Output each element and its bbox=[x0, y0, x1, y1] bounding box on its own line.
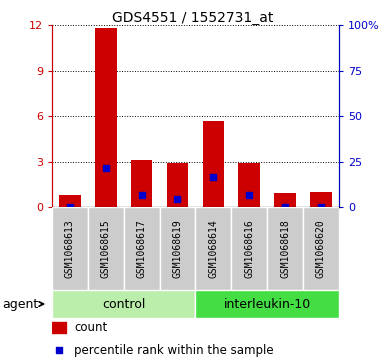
Point bbox=[139, 192, 145, 198]
Bar bbox=[88, 207, 124, 290]
Text: GSM1068619: GSM1068619 bbox=[172, 219, 182, 278]
Text: GSM1068614: GSM1068614 bbox=[208, 219, 218, 278]
Point bbox=[282, 204, 288, 210]
Point bbox=[103, 165, 109, 171]
Bar bbox=[267, 207, 303, 290]
Text: GDS4551 / 1552731_at: GDS4551 / 1552731_at bbox=[112, 11, 273, 25]
Point bbox=[246, 192, 252, 198]
Bar bbox=[203, 121, 224, 207]
Point bbox=[318, 204, 324, 210]
Bar bbox=[238, 163, 260, 207]
Text: count: count bbox=[74, 321, 107, 334]
Bar bbox=[124, 207, 159, 290]
Text: percentile rank within the sample: percentile rank within the sample bbox=[74, 344, 274, 357]
Text: GSM1068613: GSM1068613 bbox=[65, 219, 75, 278]
Bar bbox=[310, 192, 331, 207]
Bar bbox=[159, 207, 196, 290]
Bar bbox=[195, 207, 231, 290]
Bar bbox=[52, 322, 66, 334]
Bar bbox=[131, 160, 152, 207]
Bar bbox=[195, 290, 339, 318]
Text: GSM1068620: GSM1068620 bbox=[316, 219, 326, 278]
Point bbox=[67, 204, 73, 210]
Bar bbox=[231, 207, 267, 290]
Bar bbox=[52, 207, 88, 290]
Text: control: control bbox=[102, 298, 146, 310]
Text: GSM1068617: GSM1068617 bbox=[137, 219, 147, 278]
Bar bbox=[95, 28, 117, 207]
Text: GSM1068615: GSM1068615 bbox=[101, 219, 111, 278]
Text: interleukin-10: interleukin-10 bbox=[223, 298, 311, 310]
Bar bbox=[59, 195, 81, 207]
Bar bbox=[303, 207, 339, 290]
Bar bbox=[167, 163, 188, 207]
Point bbox=[174, 196, 181, 202]
Text: GSM1068616: GSM1068616 bbox=[244, 219, 254, 278]
Bar bbox=[274, 193, 296, 207]
Point bbox=[56, 347, 62, 353]
Text: agent: agent bbox=[2, 298, 38, 310]
Point bbox=[210, 174, 216, 180]
Bar bbox=[52, 290, 195, 318]
Text: GSM1068618: GSM1068618 bbox=[280, 219, 290, 278]
